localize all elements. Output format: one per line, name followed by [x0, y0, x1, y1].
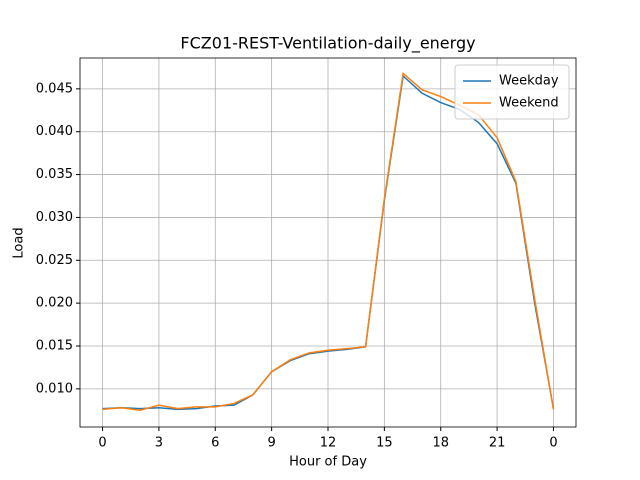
y-tick-label: 0.010: [36, 381, 73, 396]
y-tick-label: 0.015: [36, 339, 73, 354]
x-tick-label: 6: [211, 436, 219, 451]
x-tick-label: 0: [549, 436, 557, 451]
chart-title: FCZ01-REST-Ventilation-daily_energy: [180, 34, 475, 54]
x-tick-label: 9: [267, 436, 275, 451]
y-tick-label: 0.020: [36, 296, 73, 311]
series-line: [102, 74, 555, 411]
y-tick-label: 0.035: [36, 167, 73, 182]
y-tick-label: 0.025: [36, 253, 73, 268]
legend-box: [454, 64, 570, 120]
x-axis-label: Hour of Day: [289, 455, 367, 470]
x-tick-label: 12: [320, 436, 337, 451]
y-tick-label: 0.040: [36, 124, 73, 139]
x-tick-label: 15: [376, 436, 393, 451]
x-tick-label: 0: [98, 436, 106, 451]
axes-frame: [79, 57, 577, 428]
x-tick-label: 18: [432, 436, 449, 451]
y-tick-label: 0.045: [36, 81, 73, 96]
legend-label: Weekend: [499, 96, 559, 111]
y-tick-label: 0.030: [36, 210, 73, 225]
legend-label: Weekday: [499, 74, 559, 89]
x-tick-label: 3: [155, 436, 163, 451]
y-axis-label: Load: [12, 227, 27, 258]
x-tick-label: 21: [489, 436, 506, 451]
